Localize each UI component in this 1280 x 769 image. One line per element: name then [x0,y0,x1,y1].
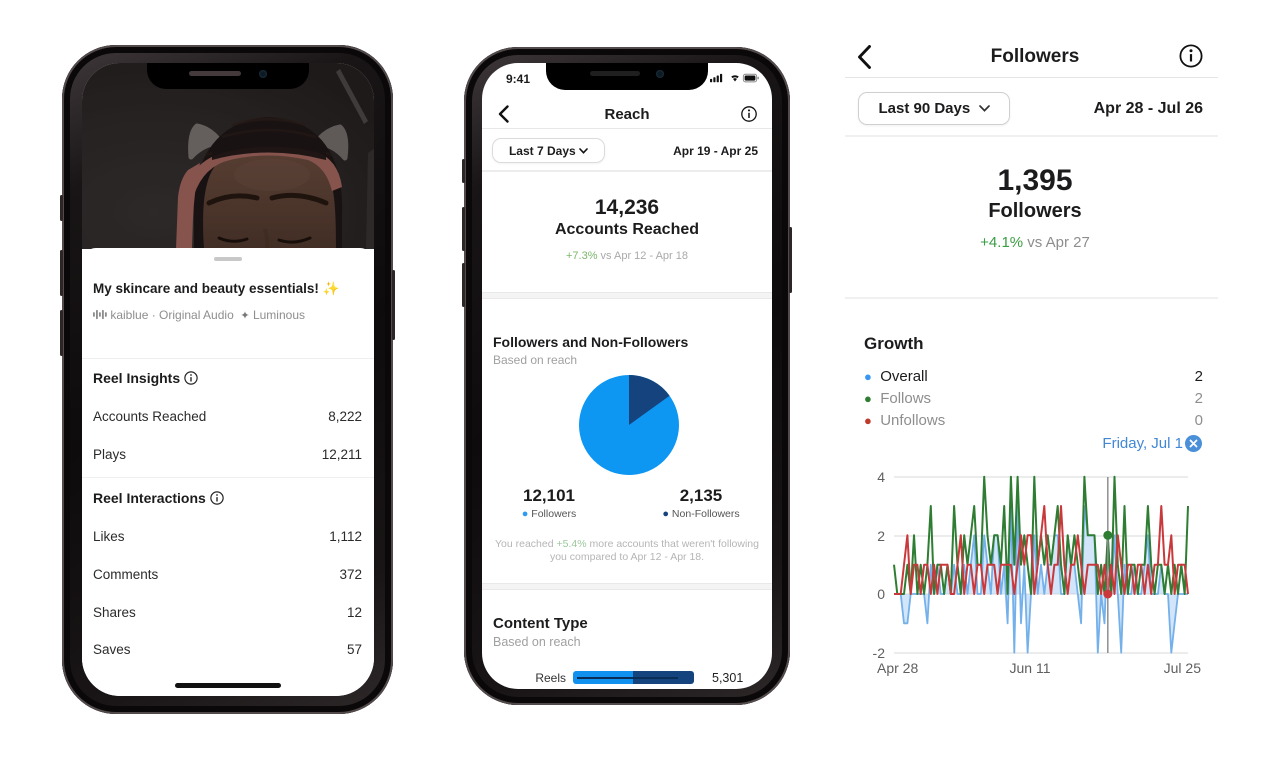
svg-text:Jul 25: Jul 25 [1164,660,1202,676]
svg-text:Apr 28: Apr 28 [877,660,918,676]
svg-text:0: 0 [877,586,885,602]
svg-text:4: 4 [877,469,885,485]
svg-text:2: 2 [877,528,885,544]
svg-text:Jun 11: Jun 11 [1010,660,1051,676]
svg-text:-2: -2 [873,645,886,661]
